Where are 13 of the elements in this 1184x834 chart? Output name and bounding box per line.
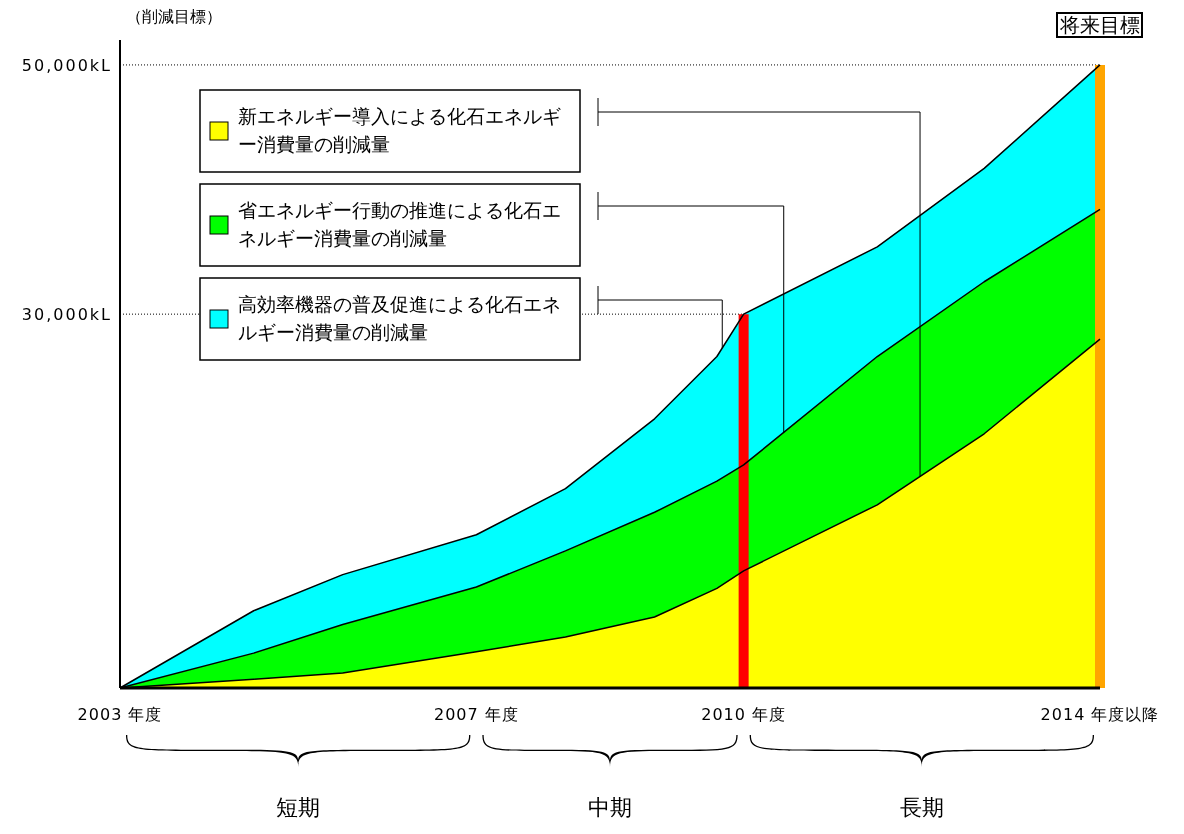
legend-label: 新エネルギー導入による化石エネルギー消費量の削減量 [238, 105, 561, 155]
x-tick-label: 2007 年度 [433, 705, 519, 724]
legend-label: 高効率機器の普及促進による化石エネルギー消費量の削減量 [238, 293, 561, 343]
y-tick-label: 30,000kL [21, 304, 112, 324]
legend-label: 省エネルギー行動の推進による化石エネルギー消費量の削減量 [238, 199, 561, 249]
text: 短期 [276, 795, 321, 820]
x-tick-label: 2014 年度以降 [1040, 705, 1160, 724]
text: 長期 [899, 795, 944, 820]
text: 中期 [588, 795, 632, 820]
y-tick-label: 50,000kL [21, 55, 112, 75]
x-tick-label: 2003 年度 [77, 705, 163, 724]
y-axis-title: （削減目標） [126, 7, 222, 26]
x-tick-label: 2010 年度 [701, 705, 787, 724]
